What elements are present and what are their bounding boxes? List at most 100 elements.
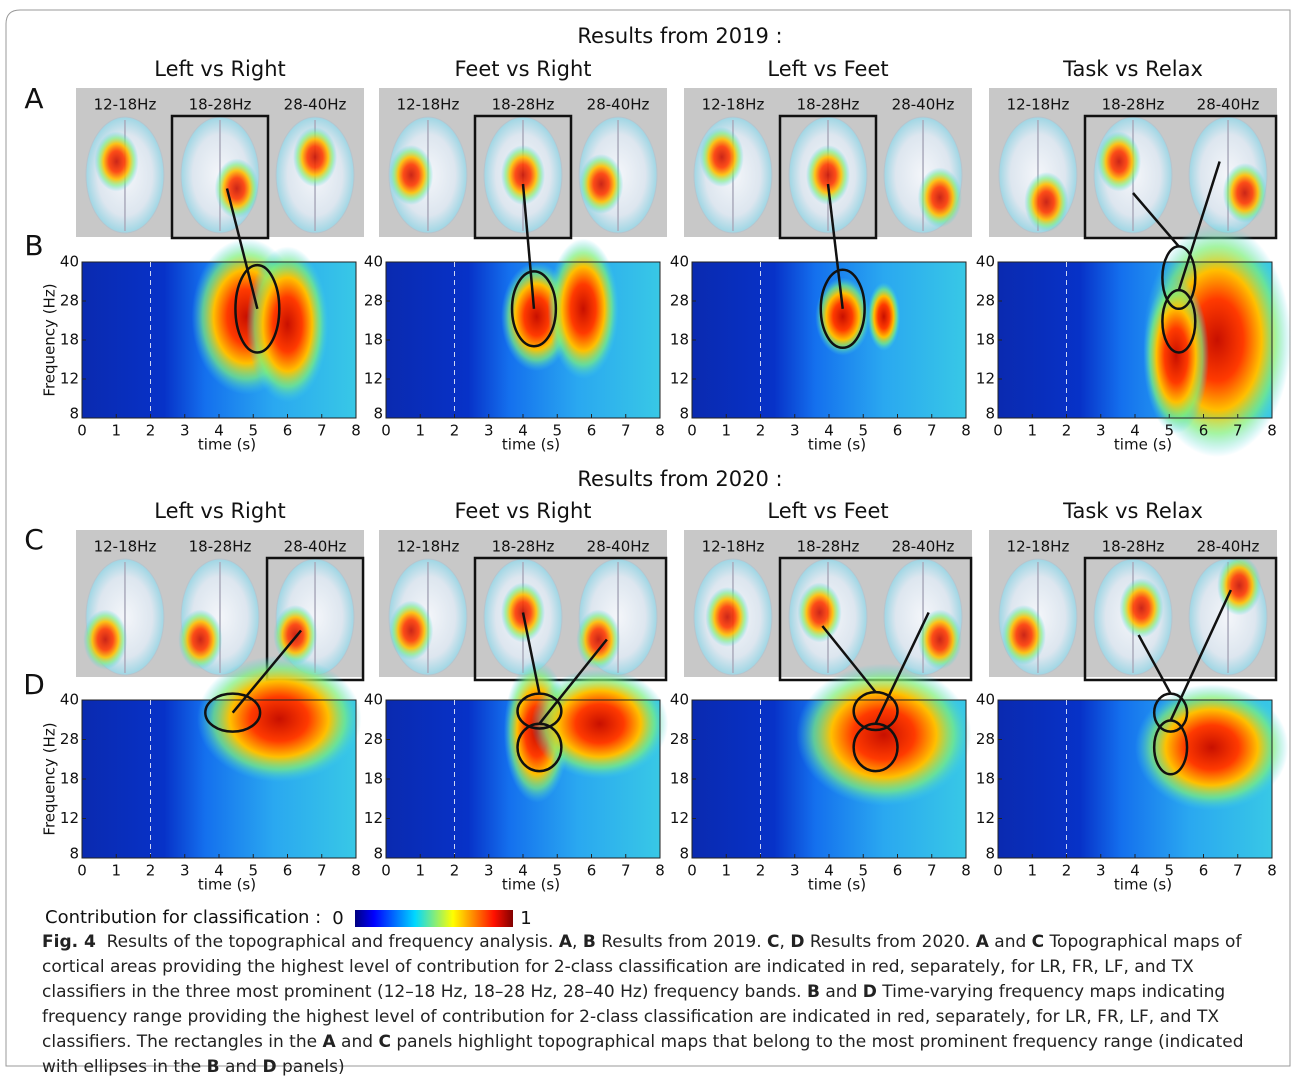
x-tick-label: 4 [824, 422, 834, 440]
band-label: 28-40Hz [892, 538, 955, 556]
panel-letter: C [24, 523, 44, 556]
brain-activation [806, 145, 850, 205]
brain-activation [389, 600, 434, 661]
panel-title: Left vs Right [154, 499, 286, 523]
band-label: 18-28Hz [189, 538, 252, 556]
panel-letter: D [23, 668, 45, 701]
caption-bold: D [262, 1057, 277, 1077]
y-tick-label: 8 [373, 405, 383, 423]
brain-activation [1119, 578, 1164, 638]
heatmap-hotspot [531, 668, 669, 779]
highlight-rect [778, 114, 878, 240]
x-tick-label: 2 [756, 862, 766, 880]
x-tick-label: 1 [721, 422, 731, 440]
colorbar [355, 910, 513, 927]
caption-text: and [219, 1057, 263, 1077]
y-tick-label: 18 [60, 770, 79, 788]
link-line [231, 629, 303, 714]
x-tick-label: 7 [621, 862, 631, 880]
x-tick-label: 5 [1164, 422, 1174, 440]
y-tick-label: 28 [976, 730, 995, 748]
x-axis-label: time (s) [1114, 436, 1172, 454]
y-tick-label: 28 [364, 292, 383, 310]
x-tick-label: 3 [790, 862, 800, 880]
caption-bold: D [790, 932, 805, 952]
band-label: 12-18Hz [397, 538, 460, 556]
brain-activation [1217, 555, 1262, 616]
highlight-rect [170, 114, 270, 240]
caption-bold: A [322, 1032, 336, 1052]
x-tick-label: 5 [552, 422, 562, 440]
band-label: 18-28Hz [797, 96, 860, 114]
x-tick-label: 4 [214, 422, 224, 440]
brain-activation [1222, 163, 1267, 223]
section-title: Results from 2019 : [577, 24, 782, 48]
heatmap-hotspot [796, 663, 972, 806]
x-tick-label: 0 [687, 422, 697, 440]
x-tick-label: 5 [858, 422, 868, 440]
link-line [225, 188, 259, 310]
y-tick-label: 18 [364, 770, 383, 788]
y-tick-label: 40 [670, 691, 689, 709]
y-tick-label: 28 [60, 292, 79, 310]
section-title: Results from 2020 : [577, 467, 782, 491]
highlight-ellipse [819, 268, 866, 350]
band-label: 18-28Hz [1102, 96, 1165, 114]
x-tick-label: 2 [1062, 862, 1072, 880]
heatmap-hotspot [547, 238, 619, 379]
y-tick-label: 18 [60, 331, 79, 349]
y-tick-label: 18 [670, 770, 689, 788]
frame [5, 9, 1291, 1067]
caption-text: , [572, 932, 583, 952]
x-tick-label: 3 [484, 862, 494, 880]
panel-title: Left vs Right [154, 57, 286, 81]
brain-activation [83, 609, 128, 670]
caption-text: Results from 2020. [804, 932, 976, 952]
x-tick-label: 4 [824, 862, 834, 880]
x-tick-label: 6 [893, 422, 903, 440]
caption-bold: A [975, 932, 989, 952]
y-tick-label: 8 [679, 845, 689, 863]
heatmap-hotspot [867, 282, 901, 351]
y-tick-label: 8 [985, 845, 995, 863]
band-label: 18-28Hz [1102, 538, 1165, 556]
x-tick-label: 8 [1267, 422, 1277, 440]
brain-activation [1001, 605, 1046, 665]
x-tick-label: 1 [415, 862, 425, 880]
panel-title: Task vs Relax [1062, 57, 1203, 81]
brain-activation [214, 158, 259, 219]
caption-bold: C [1031, 932, 1045, 952]
y-tick-label: 40 [364, 253, 383, 271]
x-tick-label: 3 [790, 422, 800, 440]
link-line [1137, 634, 1172, 695]
y-tick-label: 12 [976, 370, 995, 388]
x-tick-label: 5 [248, 422, 258, 440]
panel-letter: B [24, 229, 43, 262]
y-tick-label: 12 [670, 370, 689, 388]
x-tick-label: 8 [351, 422, 361, 440]
caption-text: panels) [276, 1057, 345, 1077]
y-tick-label: 8 [679, 405, 689, 423]
caption-bold: B [807, 982, 820, 1002]
caption-text: Results of the topographical and frequen… [95, 932, 559, 952]
y-tick-label: 28 [364, 730, 383, 748]
x-tick-label: 3 [180, 422, 190, 440]
x-tick-label: 7 [1233, 422, 1243, 440]
caption-text: panels highlight topographical maps that… [42, 1032, 1249, 1077]
highlight-rect [473, 114, 573, 240]
y-tick-label: 12 [364, 370, 383, 388]
heatmap-hotspot [1135, 684, 1289, 811]
band-label: 28-40Hz [1197, 96, 1260, 114]
x-tick-label: 4 [1130, 422, 1140, 440]
band-label: 18-28Hz [797, 538, 860, 556]
x-tick-label: 8 [655, 862, 665, 880]
y-tick-label: 40 [60, 691, 79, 709]
brain-activation [576, 609, 621, 670]
x-tick-label: 5 [858, 862, 868, 880]
y-tick-label: 12 [364, 809, 383, 827]
x-tick-label: 7 [927, 862, 937, 880]
x-axis-label: time (s) [1114, 876, 1172, 894]
brain-activation [1024, 172, 1069, 232]
